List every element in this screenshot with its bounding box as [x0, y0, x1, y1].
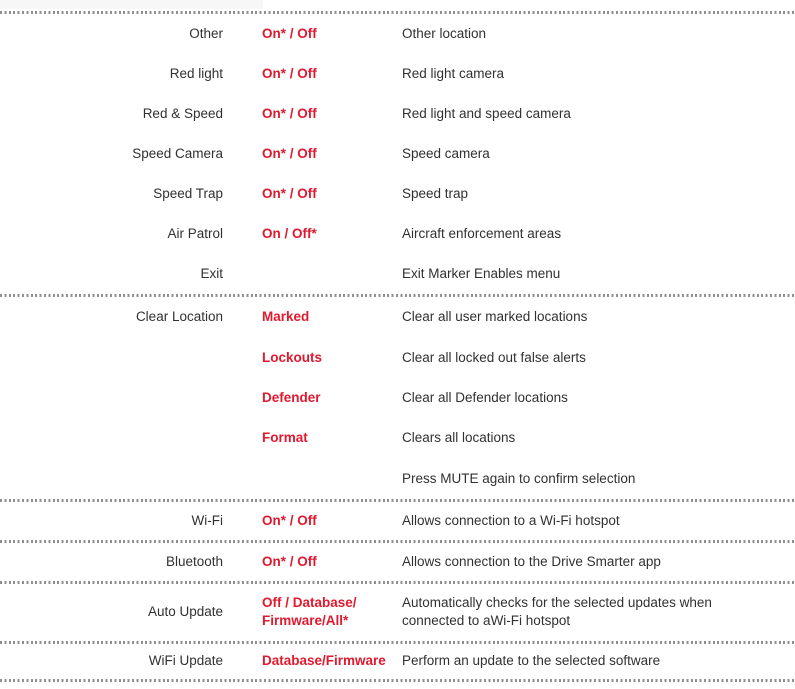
scan-edge-artifact — [0, 0, 263, 9]
description-cell: Speed trap — [402, 186, 469, 201]
setting-cell: Other — [189, 26, 223, 41]
option-cell: Database/Firmware — [262, 653, 386, 669]
description-cell: Other location — [402, 26, 487, 41]
setting-cell: Clear Location — [135, 309, 223, 325]
table-row: Speed Camera On* / Off Speed camera — [0, 134, 795, 174]
description-cell: Automatically checks for the selected up… — [402, 595, 712, 629]
setting-cell: Bluetooth — [165, 553, 223, 569]
setting-cell: Speed Trap — [153, 186, 223, 201]
setting-cell: Red light — [169, 66, 223, 81]
option-cell: Defender — [262, 389, 321, 405]
option-cell: On* / Off — [262, 106, 317, 121]
dotted-divider — [0, 640, 795, 644]
description-cell: Perform an update to the selected softwa… — [402, 653, 661, 669]
dotted-divider — [0, 539, 795, 543]
table-row: Bluetooth On* / Off Allows connection to… — [0, 543, 795, 581]
description-cell: Allows connection to a Wi-Fi hotspot — [402, 512, 620, 528]
table-row: Speed Trap On* / Off Speed trap — [0, 174, 795, 214]
description-cell: Press MUTE again to confirm selection — [402, 470, 636, 486]
option-cell: Lockouts — [262, 349, 323, 365]
description-cell: Clears all locations — [402, 430, 516, 446]
option-cell: On* / Off — [262, 186, 317, 201]
option-cell: On* / Off — [262, 66, 317, 81]
description-cell: Aircraft enforcement areas — [402, 226, 562, 241]
setting-cell: Speed Camera — [132, 146, 223, 161]
table-section: Auto Update Off / Database/ Firmware/All… — [0, 584, 795, 641]
table-row: Exit Exit Marker Enables menu — [0, 254, 795, 294]
table-row: Red light On* / Off Red light camera — [0, 54, 795, 94]
description-cell: Clear all Defender locations — [402, 389, 568, 405]
table-row: Lockouts Clear all locked out false aler… — [0, 337, 795, 377]
dotted-divider — [0, 678, 795, 682]
table-row: Wi-Fi On* / Off Allows connection to a W… — [0, 502, 795, 540]
table-row: Press MUTE again to confirm selection — [0, 459, 795, 499]
setting-cell: Red & Speed — [142, 106, 223, 121]
setting-cell: Exit — [200, 266, 223, 281]
table-row: Auto Update Off / Database/ Firmware/All… — [0, 584, 795, 641]
description-cell: Red light camera — [402, 66, 505, 81]
dotted-divider — [0, 498, 795, 502]
option-cell: On* / Off — [262, 26, 317, 41]
table-section: Clear Location Marked Clear all user mar… — [0, 297, 795, 499]
option-cell: On* / Off — [262, 512, 317, 528]
table-section: Other On* / Off Other location Red light… — [0, 14, 795, 294]
option-cell: Marked — [262, 309, 310, 325]
table-section: WiFi Update Database/Firmware Perform an… — [0, 644, 795, 679]
description-cell: Clear all user marked locations — [402, 309, 588, 325]
table-row: Clear Location Marked Clear all user mar… — [0, 297, 795, 337]
setting-cell: Air Patrol — [167, 226, 223, 241]
description-cell: Speed camera — [402, 146, 490, 161]
setting-cell: Auto Update — [147, 604, 223, 620]
table-row: Defender Clear all Defender locations — [0, 378, 795, 418]
table-section: Bluetooth On* / Off Allows connection to… — [0, 543, 795, 581]
description-cell: Exit Marker Enables menu — [402, 266, 561, 281]
table-row: Other On* / Off Other location — [0, 14, 795, 54]
description-cell: Red light and speed camera — [402, 106, 571, 121]
setting-cell: WiFi Update — [148, 653, 223, 669]
table-row: Format Clears all locations — [0, 418, 795, 458]
table-row: Red & Speed On* / Off Red light and spee… — [0, 94, 795, 134]
description-cell: Allows connection to the Drive Smarter a… — [402, 553, 661, 569]
option-cell: On* / Off — [262, 146, 317, 161]
setting-cell: Wi-Fi — [191, 512, 223, 528]
dotted-divider — [0, 294, 795, 297]
option-cell: Off / Database/ Firmware/All* — [262, 595, 357, 629]
option-cell: Format — [262, 430, 308, 446]
description-cell: Clear all locked out false alerts — [402, 349, 586, 365]
dotted-divider — [0, 580, 795, 584]
table-row: WiFi Update Database/Firmware Perform an… — [0, 644, 795, 679]
table-section: Wi-Fi On* / Off Allows connection to a W… — [0, 502, 795, 540]
table-row: Air Patrol On / Off* Aircraft enforcemen… — [0, 214, 795, 254]
option-cell: On* / Off — [262, 553, 317, 569]
option-cell: On / Off* — [262, 226, 317, 241]
dotted-divider — [0, 11, 795, 14]
